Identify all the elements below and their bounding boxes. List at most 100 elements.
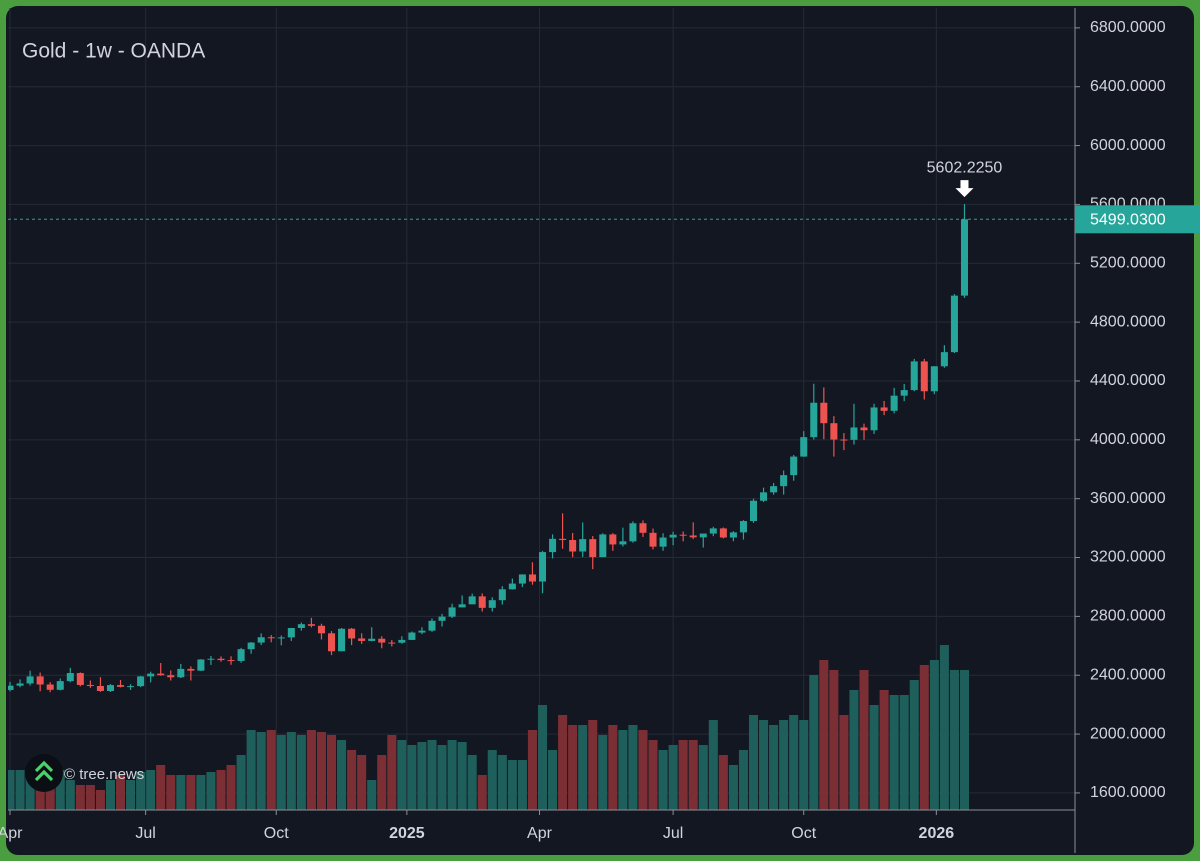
volume-bar <box>437 745 447 810</box>
candle-body <box>8 685 14 690</box>
candle-body <box>388 642 396 644</box>
y-tick-label: 5200.0000 <box>1090 254 1166 271</box>
candle-body <box>830 423 838 440</box>
background <box>6 6 1194 855</box>
volume-bar <box>779 720 789 810</box>
volume-bar <box>708 720 718 810</box>
candle-body <box>649 532 657 547</box>
candle-body <box>940 352 948 367</box>
volume-bar <box>246 730 256 810</box>
candle-body <box>689 535 697 538</box>
volume-bar <box>156 765 166 810</box>
volume-bar <box>25 775 35 810</box>
volume-bar <box>678 740 688 810</box>
candle-body <box>338 628 346 652</box>
candle-body <box>428 620 436 631</box>
candle-body <box>167 675 175 678</box>
watermark-chevrons <box>34 760 54 782</box>
x-tick-label: Oct <box>264 825 289 842</box>
volume-bar <box>668 745 678 810</box>
y-tick-label: 3200.0000 <box>1090 549 1166 566</box>
volume-bar <box>357 755 367 810</box>
last-price-box <box>1075 205 1200 234</box>
volume-bar <box>256 732 266 810</box>
volume-bar <box>789 715 799 810</box>
candle-body <box>56 681 64 690</box>
volume-bar <box>638 730 648 810</box>
volume-bar <box>166 775 176 810</box>
volume-bar <box>136 772 146 810</box>
y-tick-label: 4800.0000 <box>1090 313 1166 330</box>
volume-bar <box>126 780 136 810</box>
volume-bar <box>116 775 126 810</box>
volume-bar <box>8 770 15 810</box>
candle-body <box>528 574 536 582</box>
candle-body <box>207 658 215 660</box>
volume-bar <box>377 755 387 810</box>
y-tick-label: 2800.0000 <box>1090 608 1166 625</box>
y-tick-label: 6400.0000 <box>1090 78 1166 95</box>
volume-bar <box>467 755 477 810</box>
candle-body <box>760 492 768 501</box>
volume-bar <box>276 735 286 810</box>
volume-bar <box>457 742 467 810</box>
x-tick-label: Jul <box>663 825 683 842</box>
candle-body <box>850 427 858 440</box>
candle-body <box>227 660 235 662</box>
watermark: © tree.news <box>25 754 144 792</box>
volume-bar <box>829 670 839 810</box>
volume-bar <box>598 735 608 810</box>
volume-bar <box>266 730 276 810</box>
volume-bar <box>769 725 779 810</box>
y-tick-label: 1600.0000 <box>1090 784 1166 801</box>
volume-bar <box>326 735 337 810</box>
volume-bar <box>146 770 156 810</box>
volume-bar <box>578 725 588 810</box>
volume-bar <box>939 645 949 810</box>
volume-bar <box>186 775 196 810</box>
volume-bar <box>919 665 929 810</box>
candle-body <box>699 533 707 538</box>
candle-body <box>217 658 225 661</box>
candle-body <box>277 637 285 639</box>
volume-bar <box>608 725 618 810</box>
high-arrow <box>955 180 974 198</box>
volume-bar <box>316 732 326 810</box>
candle-body <box>589 539 597 558</box>
candle-body <box>659 537 667 547</box>
volume-bar <box>718 755 728 810</box>
volume-bar <box>105 780 116 810</box>
candle-body <box>408 632 416 640</box>
volume-bar <box>417 742 427 810</box>
volume-bar <box>407 745 417 810</box>
volume-bar <box>206 772 216 810</box>
volume-bar <box>628 725 638 810</box>
candle-body <box>106 685 114 691</box>
candle-body <box>579 539 587 552</box>
candle-body <box>187 668 195 671</box>
candle-body <box>267 637 275 639</box>
volume-bar <box>548 750 558 810</box>
candle-body <box>860 427 868 431</box>
candle-body <box>508 583 516 590</box>
axis-layer: 1600.0000 2000.0000 2400.0000 2800.0000 3200… <box>0 19 1200 842</box>
candle-body <box>920 361 928 392</box>
candle-body <box>870 407 878 431</box>
candle-body <box>800 437 808 457</box>
candle-body <box>418 630 426 633</box>
volume-bar <box>899 695 909 810</box>
candle-body <box>348 628 356 639</box>
candle-body <box>16 683 24 686</box>
candle-body <box>930 366 938 392</box>
candle-body <box>549 538 557 553</box>
candle-body <box>127 686 135 688</box>
candle-body <box>739 521 747 533</box>
candle-body <box>569 540 577 552</box>
volume-bar <box>618 730 628 810</box>
candle-body <box>880 407 888 411</box>
candle-body <box>26 676 34 684</box>
volume-bar <box>226 765 236 810</box>
candle-body <box>900 390 908 396</box>
candle-body <box>559 538 567 541</box>
